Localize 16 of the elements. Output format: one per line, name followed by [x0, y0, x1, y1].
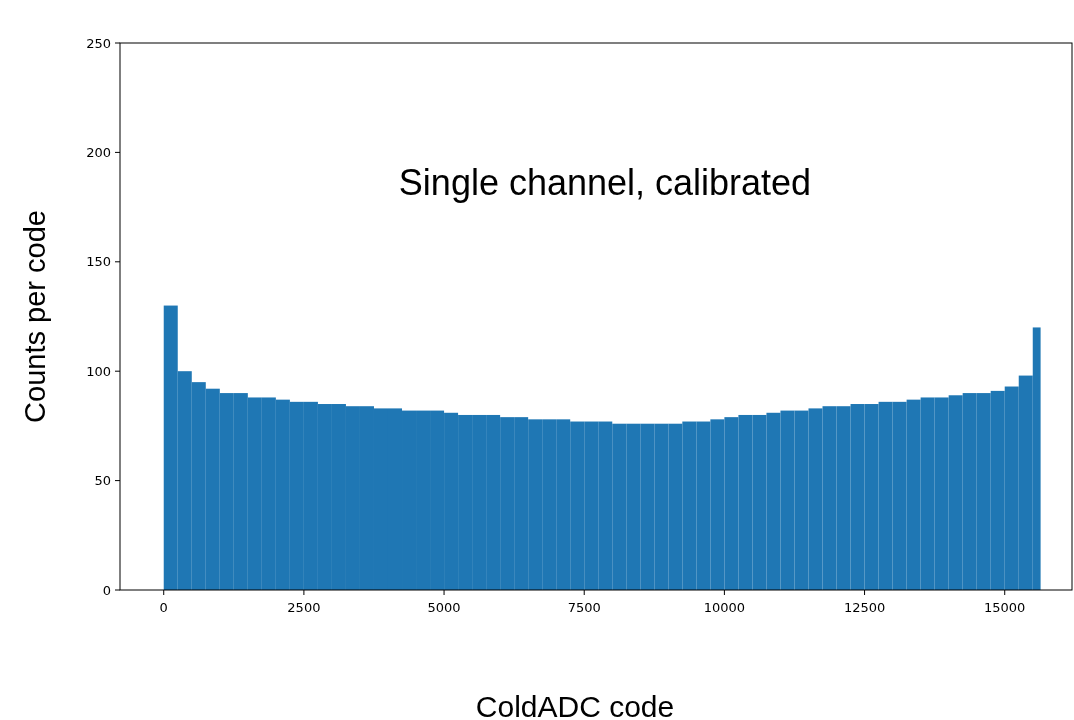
x-tick-label: 0 — [159, 600, 168, 615]
y-tick-label: 250 — [86, 35, 111, 51]
y-tick-label: 0 — [102, 582, 111, 598]
x-tick-label: 15000 — [984, 600, 1026, 615]
x-tick-label: 7500 — [567, 600, 601, 615]
y-axis-title: Counts per code — [19, 210, 51, 423]
x-tick-label: 10000 — [703, 600, 746, 615]
y-tick-label: 50 — [94, 473, 111, 489]
y-tick-label: 150 — [86, 254, 111, 270]
x-tick-label: 12500 — [843, 600, 886, 615]
y-tick-label: 200 — [86, 144, 111, 160]
x-tick-label: 5000 — [427, 600, 461, 615]
y-tick-label: 100 — [86, 363, 111, 379]
annotation: Single channel, calibrated — [398, 162, 812, 203]
x-tick-label: 2500 — [287, 600, 321, 615]
x-axis-title: ColdADC code — [475, 690, 675, 720]
